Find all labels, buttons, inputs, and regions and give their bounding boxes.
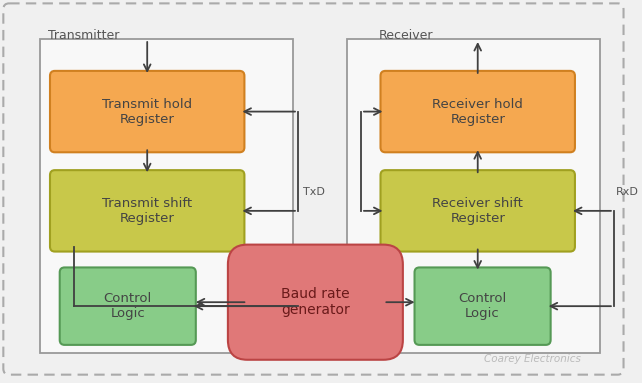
FancyBboxPatch shape <box>228 245 403 360</box>
Text: Control
Logic: Control Logic <box>103 292 152 320</box>
Text: Transmit hold
Register: Transmit hold Register <box>102 98 192 126</box>
Text: Transmit shift
Register: Transmit shift Register <box>102 197 192 225</box>
Text: Transmitter: Transmitter <box>48 29 119 42</box>
Text: Receiver: Receiver <box>379 29 433 42</box>
Bar <box>40 39 293 353</box>
Text: Baud rate
generator: Baud rate generator <box>281 287 350 317</box>
Bar <box>347 39 600 353</box>
Text: Receiver hold
Register: Receiver hold Register <box>432 98 523 126</box>
Text: Control
Logic: Control Logic <box>458 292 507 320</box>
FancyBboxPatch shape <box>381 170 575 252</box>
FancyBboxPatch shape <box>50 71 245 152</box>
FancyBboxPatch shape <box>415 267 551 345</box>
FancyBboxPatch shape <box>60 267 196 345</box>
FancyBboxPatch shape <box>381 71 575 152</box>
Text: Coarey Electronics: Coarey Electronics <box>484 354 581 364</box>
Text: Receiver shift
Register: Receiver shift Register <box>432 197 523 225</box>
FancyBboxPatch shape <box>50 170 245 252</box>
FancyBboxPatch shape <box>3 3 623 375</box>
Text: TxD: TxD <box>303 187 325 197</box>
Text: RxD: RxD <box>616 187 639 197</box>
